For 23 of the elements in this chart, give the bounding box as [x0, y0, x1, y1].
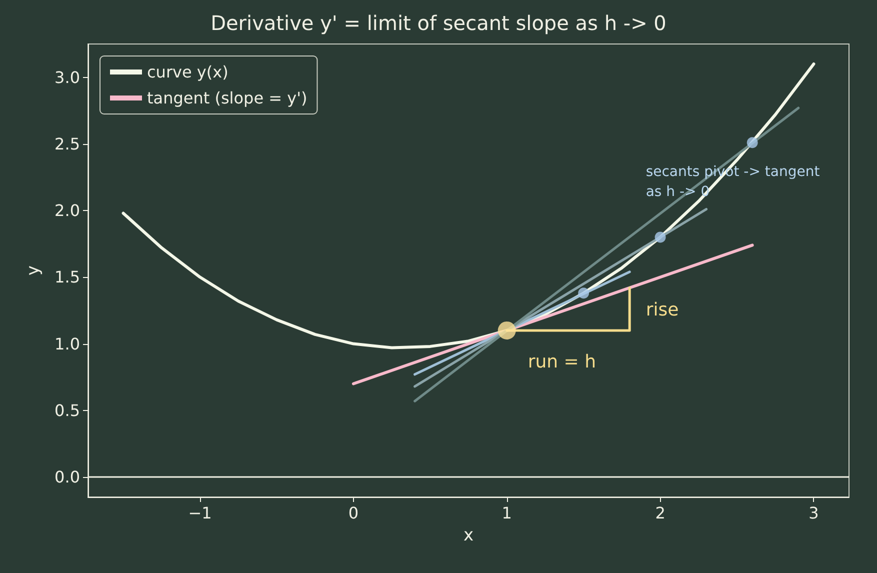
annotation: run = h	[528, 352, 596, 373]
y-tick-label: 1.5	[54, 268, 80, 287]
chart-title: Derivative y' = limit of secant slope as h -> 0	[210, 11, 666, 35]
point	[746, 137, 758, 148]
x-tick-label: 0	[348, 504, 359, 522]
x-tick-label: −1	[188, 504, 212, 522]
x-tick-label: 1	[502, 504, 512, 522]
legend-label: tangent (slope = y')	[147, 88, 308, 108]
point	[498, 321, 516, 340]
y-tick-label: 3.0	[54, 68, 80, 87]
annotation: rise	[646, 299, 679, 320]
legend-label: curve y(x)	[147, 62, 228, 82]
y-tick-label: 2.5	[54, 134, 80, 154]
x-axis-title: x	[463, 526, 474, 546]
x-tick-label: 2	[655, 504, 666, 522]
y-tick-label: 0.5	[54, 400, 80, 420]
y-tick-label: 0.0	[54, 468, 80, 487]
y-tick-label: 2.0	[54, 201, 80, 220]
point	[578, 288, 590, 299]
y-axis-title: y	[24, 265, 44, 276]
y-tick-label: 1.0	[54, 334, 80, 354]
x-tick-label: 3	[808, 504, 819, 522]
point	[654, 232, 666, 243]
